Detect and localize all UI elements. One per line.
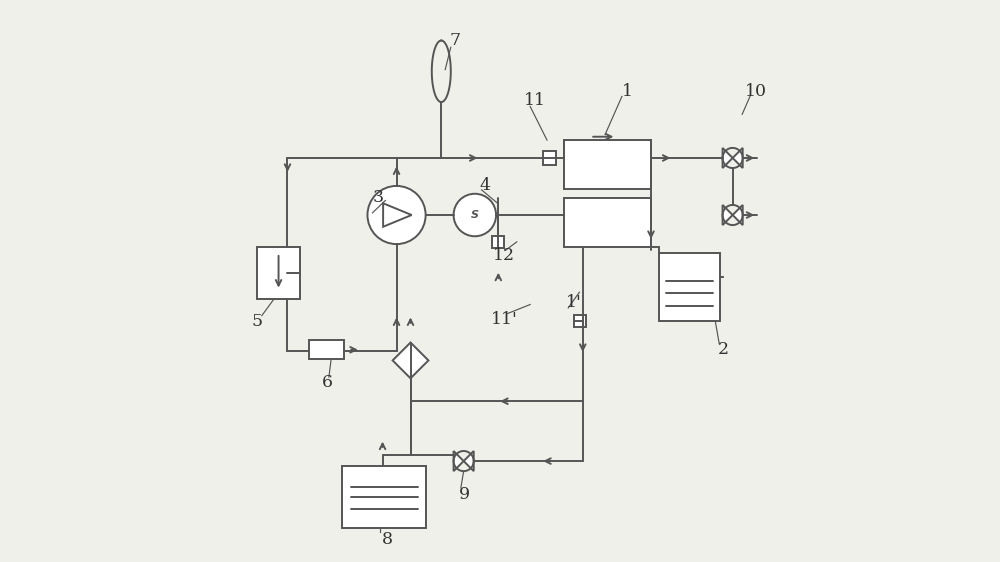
Bar — [659, 253, 720, 321]
Polygon shape — [454, 451, 464, 471]
Polygon shape — [393, 342, 428, 378]
Bar — [342, 465, 426, 528]
Text: 2: 2 — [718, 341, 729, 358]
Polygon shape — [723, 148, 733, 168]
Polygon shape — [733, 148, 743, 168]
Text: 12: 12 — [493, 247, 516, 264]
Text: 3: 3 — [373, 189, 384, 206]
Text: 10: 10 — [745, 84, 767, 101]
Bar — [309, 340, 344, 359]
Text: 11: 11 — [524, 92, 546, 110]
Text: 6: 6 — [322, 374, 333, 391]
Polygon shape — [723, 205, 733, 225]
Text: 5: 5 — [251, 313, 262, 330]
Text: S: S — [471, 210, 479, 220]
Bar — [257, 247, 300, 299]
Bar — [564, 139, 651, 189]
Text: 11': 11' — [490, 311, 517, 328]
Bar — [564, 198, 651, 247]
Text: 4: 4 — [480, 178, 491, 194]
Text: 1: 1 — [622, 84, 633, 101]
Polygon shape — [733, 205, 743, 225]
Circle shape — [367, 186, 426, 244]
Polygon shape — [464, 451, 474, 471]
Bar — [543, 151, 556, 165]
Bar — [492, 235, 504, 248]
Text: 8: 8 — [382, 531, 393, 548]
Text: 7: 7 — [450, 32, 461, 49]
Text: 9: 9 — [459, 486, 470, 503]
Text: 1': 1' — [566, 294, 582, 311]
Circle shape — [454, 194, 496, 236]
Bar — [574, 315, 586, 327]
